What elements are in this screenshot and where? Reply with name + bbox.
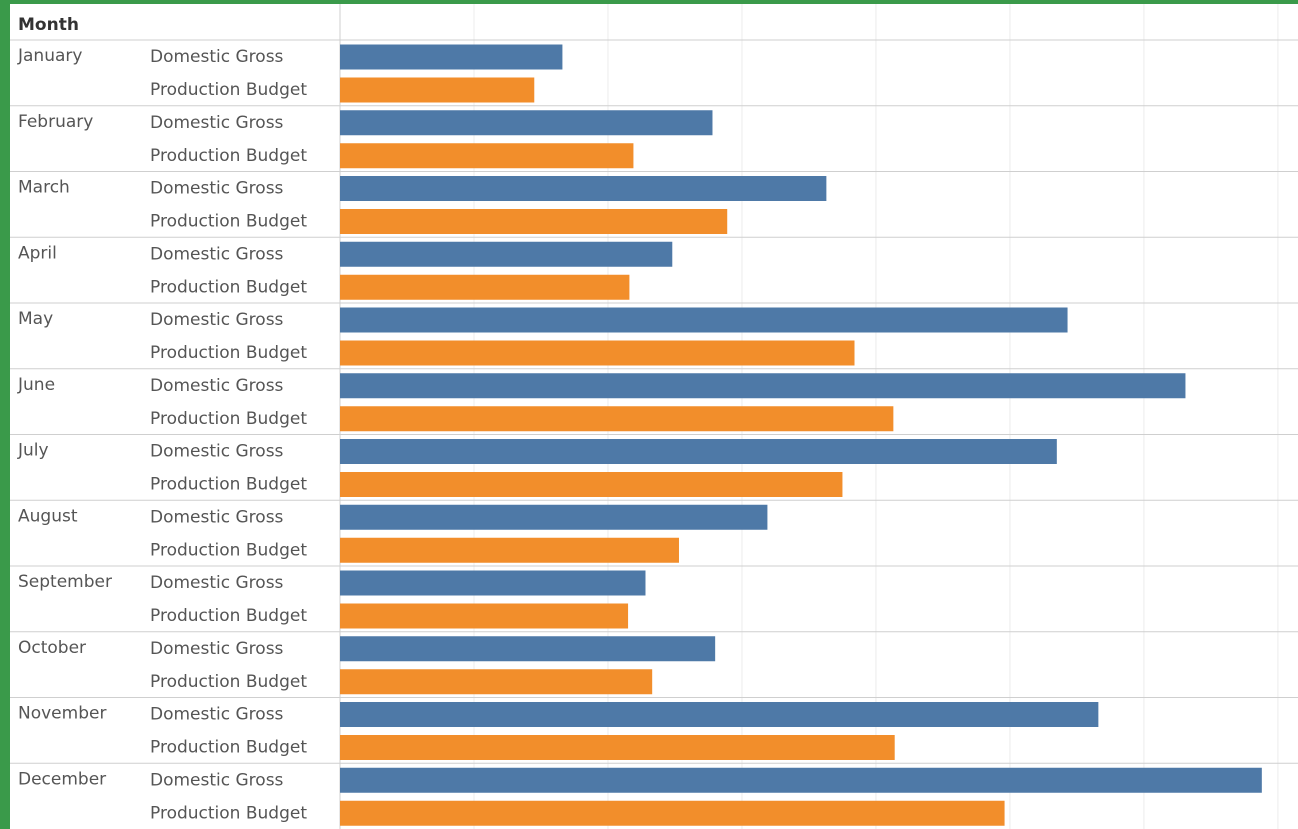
bar bbox=[340, 603, 629, 629]
bar bbox=[340, 800, 1005, 826]
header-label: Month bbox=[18, 15, 79, 35]
series-label: Domestic Gross bbox=[150, 47, 284, 67]
month-label: June bbox=[17, 375, 55, 395]
month-label: July bbox=[17, 441, 49, 461]
bar bbox=[340, 636, 716, 662]
month-label: September bbox=[18, 572, 112, 592]
bar bbox=[340, 406, 894, 432]
series-label: Domestic Gross bbox=[150, 507, 284, 527]
bar bbox=[340, 570, 646, 596]
bar bbox=[340, 439, 1057, 464]
bar bbox=[340, 669, 653, 695]
series-label: Production Budget bbox=[150, 738, 307, 758]
month-label: October bbox=[18, 638, 86, 658]
series-label: Domestic Gross bbox=[150, 113, 284, 133]
bar bbox=[340, 472, 843, 497]
series-label: Production Budget bbox=[150, 803, 307, 823]
series-label: Production Budget bbox=[150, 146, 307, 166]
series-label: Production Budget bbox=[150, 672, 307, 692]
bar bbox=[340, 110, 713, 136]
bar bbox=[340, 209, 728, 234]
series-label: Domestic Gross bbox=[150, 639, 284, 659]
series-label: Domestic Gross bbox=[150, 573, 284, 593]
series-label: Domestic Gross bbox=[150, 770, 284, 790]
bar bbox=[340, 767, 1262, 793]
series-label: Domestic Gross bbox=[150, 310, 284, 330]
series-label: Production Budget bbox=[150, 475, 307, 495]
bar bbox=[340, 504, 768, 530]
bar bbox=[340, 340, 855, 366]
series-label: Domestic Gross bbox=[150, 705, 284, 725]
month-label: November bbox=[18, 704, 106, 724]
month-label: March bbox=[18, 178, 70, 198]
month-label: April bbox=[18, 243, 57, 263]
series-label: Production Budget bbox=[150, 212, 307, 232]
month-label: December bbox=[18, 769, 106, 789]
top-edge bbox=[0, 0, 1298, 4]
series-label: Domestic Gross bbox=[150, 442, 284, 462]
month-label: August bbox=[18, 506, 78, 526]
bar bbox=[340, 176, 827, 201]
bar bbox=[340, 44, 563, 70]
series-label: Production Budget bbox=[150, 606, 307, 626]
month-label: January bbox=[17, 46, 82, 66]
bar bbox=[340, 702, 1099, 727]
bar bbox=[340, 373, 1186, 399]
series-label: Production Budget bbox=[150, 540, 307, 560]
month-label: February bbox=[18, 112, 93, 132]
series-label: Production Budget bbox=[150, 409, 307, 429]
series-label: Domestic Gross bbox=[150, 244, 284, 264]
series-label: Production Budget bbox=[150, 343, 307, 363]
bar bbox=[340, 143, 634, 169]
series-label: Domestic Gross bbox=[150, 179, 284, 199]
bar bbox=[340, 274, 630, 300]
bar bbox=[340, 537, 679, 563]
series-label: Domestic Gross bbox=[150, 376, 284, 396]
bar bbox=[340, 241, 673, 267]
bar bbox=[340, 77, 535, 103]
series-label: Production Budget bbox=[150, 277, 307, 297]
left-edge bbox=[0, 0, 10, 829]
series-label: Production Budget bbox=[150, 80, 307, 100]
bar bbox=[340, 735, 895, 760]
month-label: May bbox=[18, 309, 53, 329]
bar bbox=[340, 307, 1068, 333]
